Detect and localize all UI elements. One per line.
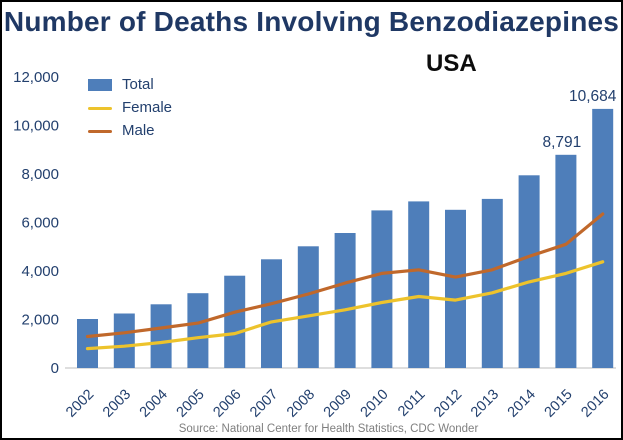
bar-2011: [408, 201, 430, 368]
legend: Total Female Male: [88, 75, 172, 141]
bar-2003: [113, 313, 135, 368]
x-tick-2011: 2011: [395, 387, 428, 420]
x-tick-2004: 2004: [137, 387, 171, 421]
bar-2016: [592, 108, 614, 369]
bar-2009: [334, 233, 356, 368]
legend-label-total: Total: [122, 76, 154, 93]
x-tick-2009: 2009: [321, 387, 355, 421]
x-tick-2006: 2006: [210, 387, 244, 421]
line-female: [85, 260, 605, 351]
legend-item-male: Male: [88, 121, 172, 141]
bar-2006: [224, 275, 246, 368]
bar-2005: [187, 293, 209, 368]
x-tick-2012: 2012: [431, 387, 465, 421]
source-attribution: Source: National Center for Health Stati…: [178, 423, 479, 435]
x-tick-2008: 2008: [284, 387, 318, 421]
legend-item-female: Female: [88, 98, 172, 118]
bar-2015: [555, 154, 577, 368]
legend-label-female: Female: [122, 99, 173, 116]
legend-label-male: Male: [122, 122, 155, 139]
y-tick-6,000: 6,000: [21, 215, 59, 232]
chart-title: Number of Deaths Involving Benzodiazepin…: [3, 6, 620, 37]
x-tick-2010: 2010: [358, 387, 392, 421]
bar-2008: [297, 246, 319, 368]
legend-swatch-male: [88, 129, 112, 133]
bar-2010: [371, 210, 393, 368]
line-male: [85, 212, 605, 339]
bar-2007: [261, 259, 282, 368]
bar-2012: [445, 209, 466, 368]
x-tick-2014: 2014: [505, 387, 539, 421]
x-tick-2015: 2015: [542, 387, 576, 421]
x-tick-2002: 2002: [63, 387, 97, 421]
data-label-2015: 8,791: [543, 134, 582, 151]
x-tick-2016: 2016: [578, 387, 612, 421]
x-tick-2003: 2003: [100, 387, 134, 421]
y-tick-2,000: 2,000: [21, 312, 59, 329]
y-tick-4,000: 4,000: [21, 263, 59, 280]
x-tick-2007: 2007: [247, 387, 281, 421]
bar-2013: [481, 198, 503, 368]
y-tick-8,000: 8,000: [21, 166, 59, 183]
data-label-2016: 10,684: [569, 88, 617, 105]
legend-item-total: Total: [88, 75, 172, 95]
y-tick-12,000: 12,000: [13, 69, 59, 86]
y-tick-10,000: 10,000: [13, 118, 59, 135]
x-tick-2013: 2013: [468, 387, 502, 421]
y-tick-0: 0: [51, 360, 59, 377]
region-label: USA: [426, 50, 477, 77]
bar-2004: [150, 304, 172, 368]
bar-2014: [518, 175, 540, 368]
legend-swatch-total: [88, 79, 112, 91]
bar-2002: [77, 319, 98, 368]
x-tick-2005: 2005: [174, 387, 208, 421]
legend-swatch-female: [88, 106, 112, 110]
